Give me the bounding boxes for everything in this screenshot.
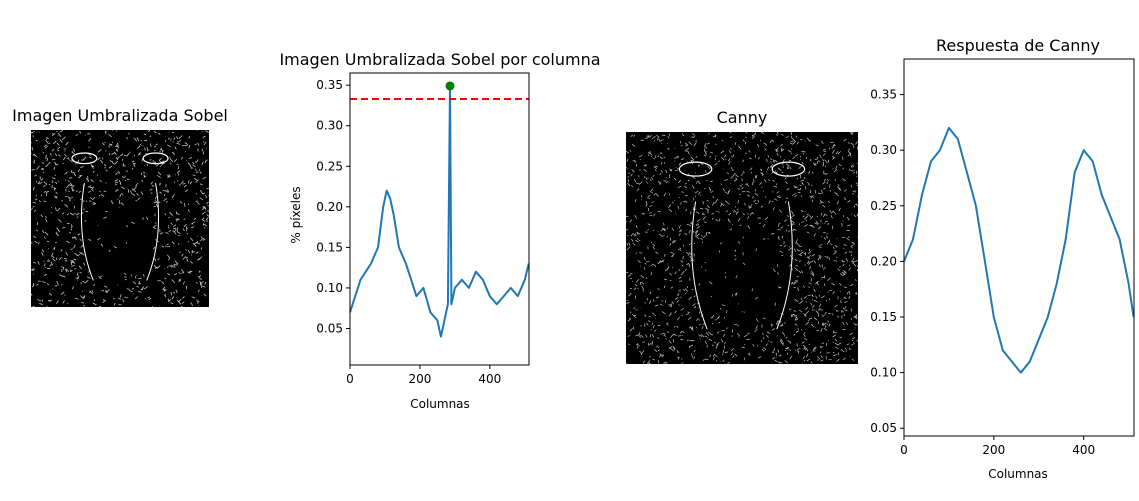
- y-tick-label: 0.20: [316, 200, 343, 214]
- y-tick-label: 0.30: [316, 119, 343, 133]
- left-eye-contour: [71, 152, 98, 165]
- sobel-image: [31, 130, 209, 307]
- left-eye-contour: [678, 161, 713, 177]
- y-tick-label: 0.25: [316, 159, 343, 173]
- y-tick-label: 0.05: [316, 322, 343, 336]
- canny-image: [626, 132, 858, 364]
- chart-title: Imagen Umbralizada Sobel por columna: [279, 50, 600, 69]
- x-axis-label: Columnas: [410, 397, 470, 411]
- y-tick-label: 0.35: [316, 78, 343, 92]
- sobel-image-title: Imagen Umbralizada Sobel: [12, 106, 228, 125]
- canny-image-title: Canny: [716, 108, 768, 127]
- y-axis-label: % píxeles: [289, 186, 303, 243]
- peak-marker: [445, 81, 455, 91]
- y-tick-label: 0.15: [316, 240, 343, 254]
- x-tick-label: 0: [346, 372, 354, 386]
- x-tick-label: 400: [478, 372, 501, 386]
- series-line: [349, 85, 530, 338]
- canny-edge-texture: [626, 132, 858, 364]
- edge-strokes: [31, 130, 209, 307]
- muzzle-contour: [80, 183, 160, 281]
- x-tick-label: 200: [408, 372, 431, 386]
- muzzle-contour: [691, 201, 793, 330]
- right-eye-contour: [771, 161, 806, 177]
- sobel-edge-texture: [31, 130, 209, 307]
- plot-frame: [349, 72, 530, 366]
- edge-strokes: [626, 132, 858, 364]
- y-tick-label: 0.10: [316, 281, 343, 295]
- right-eye-contour: [142, 152, 169, 165]
